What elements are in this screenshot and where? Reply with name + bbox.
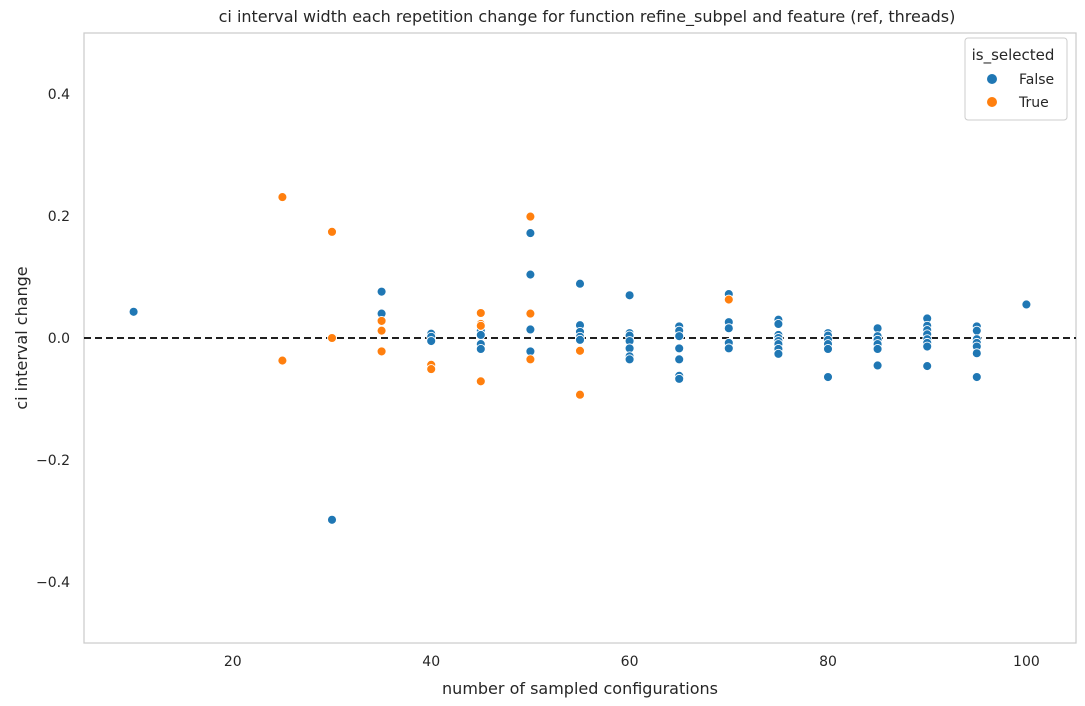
data-point-false [1021,299,1032,310]
data-point-false [475,330,486,340]
x-axis-ticks: 20 40 60 80 100 [224,654,1040,670]
data-point-false [823,344,833,354]
data-point-false [773,348,784,359]
data-point-true [376,325,387,336]
points-group [128,192,1032,525]
data-point-true [475,308,486,318]
data-point-false [525,269,536,280]
y-tick-label: −0.2 [36,453,70,469]
data-point-false [971,372,982,382]
data-point-true [575,345,585,356]
data-point-true [525,211,536,222]
data-point-false [674,354,685,365]
y-tick-label: 0.0 [48,331,70,347]
data-point-false [575,278,585,289]
data-point-false [723,323,734,334]
data-point-false [922,341,933,352]
y-axis-ticks: −0.4 −0.2 0.0 0.2 0.4 [36,87,70,591]
legend-marker-true [987,97,997,107]
data-point-true [525,308,536,319]
y-tick-label: −0.4 [36,575,70,591]
data-point-false [376,286,387,297]
x-tick-label: 60 [621,654,639,670]
data-point-false [872,344,883,354]
x-tick-label: 20 [224,654,242,670]
data-point-false [426,336,437,346]
data-point-true [475,320,486,331]
data-point-false [872,360,883,371]
data-point-false [773,319,784,329]
x-tick-label: 100 [1013,654,1040,670]
data-point-false [723,343,734,354]
data-point-true [426,364,437,375]
y-axis-label: ci interval change [12,266,31,409]
data-point-true [376,315,387,326]
x-tick-label: 40 [422,654,440,670]
legend-marker-false [987,74,997,84]
data-point-false [475,344,486,354]
data-point-false [971,325,982,336]
data-point-true [525,354,536,365]
x-tick-label: 80 [819,654,837,670]
data-point-false [525,228,536,239]
data-point-true [376,346,387,357]
y-tick-label: 0.2 [48,209,70,225]
x-axis-label: number of sampled configurations [442,679,718,698]
data-point-false [971,348,982,359]
data-point-false [624,290,635,301]
legend-label-true: True [1018,95,1049,111]
data-point-true [327,333,337,343]
data-point-false [575,334,585,345]
data-point-true [277,355,288,366]
data-point-true [723,294,734,305]
data-point-false [674,343,685,354]
chart-title: ci interval width each repetition change… [219,7,956,27]
data-point-false [327,514,337,525]
data-point-true [475,376,486,387]
data-point-false [823,372,833,382]
legend-label-false: False [1019,72,1054,88]
data-point-false [624,354,635,365]
data-point-true [327,226,337,237]
data-point-false [922,361,933,372]
data-point-false [674,331,685,342]
legend: is_selected False True [964,37,1068,121]
data-point-true [575,389,585,400]
data-point-true [277,192,288,203]
y-tick-label: 0.4 [48,87,70,103]
data-point-false [128,306,139,317]
data-point-false [525,324,536,335]
data-point-false [674,373,685,384]
legend-title: is_selected [972,46,1055,65]
